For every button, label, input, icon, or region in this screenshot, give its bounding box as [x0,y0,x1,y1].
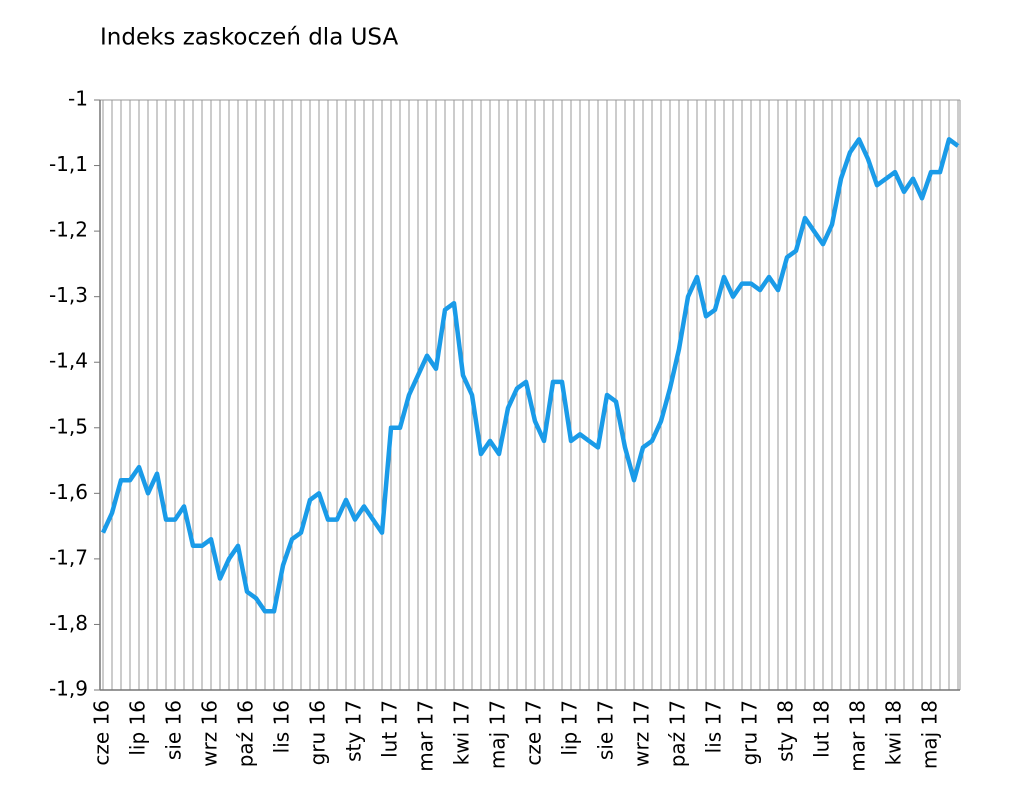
x-tick-label: maj 18 [918,700,942,769]
x-tick-label: lis 16 [270,700,294,753]
y-tick-label: -1,6 [49,480,88,504]
x-tick-label: cze 17 [522,700,546,766]
y-tick-label: -1,1 [49,152,88,176]
y-tick-label: -1,2 [49,218,88,242]
x-tick-label: mar 17 [414,700,438,772]
y-tick-label: -1,9 [49,677,88,701]
y-tick-label: -1,4 [49,349,88,373]
y-tick-label: -1 [68,87,88,111]
x-tick-label: lut 18 [810,700,834,758]
x-tick-label: mar 18 [846,700,870,772]
x-tick-label: gru 16 [306,700,330,765]
data-line [100,137,960,614]
x-tick-label: wrz 17 [630,700,654,767]
x-tick-label: lis 17 [702,700,726,753]
x-tick-label: sty 17 [342,700,366,762]
x-tick-label: lip 17 [558,700,582,756]
x-tick-label: gru 17 [738,700,762,765]
x-tick-label: kwi 18 [882,700,906,765]
y-tick-label: -1,3 [49,283,88,307]
x-tick-label: lut 17 [378,700,402,758]
y-tick-label: -1,8 [49,611,88,635]
x-tick-label: paź 17 [666,700,690,767]
x-tick-label: wrz 16 [198,700,222,767]
x-tick-label: lip 16 [126,700,150,756]
y-tick-label: -1,7 [49,545,88,569]
x-tick-label: sie 16 [162,700,186,760]
x-tick-label: kwi 17 [450,700,474,765]
x-tick-label: sie 17 [594,700,618,760]
x-tick-label: paź 16 [234,700,258,767]
y-tick-label: -1,5 [49,414,88,438]
x-tick-label: cze 16 [90,700,114,766]
x-tick-label: sty 18 [774,700,798,762]
x-tick-label: maj 17 [486,700,510,769]
chart-title: Indeks zaskoczeń dla USA [100,25,398,51]
